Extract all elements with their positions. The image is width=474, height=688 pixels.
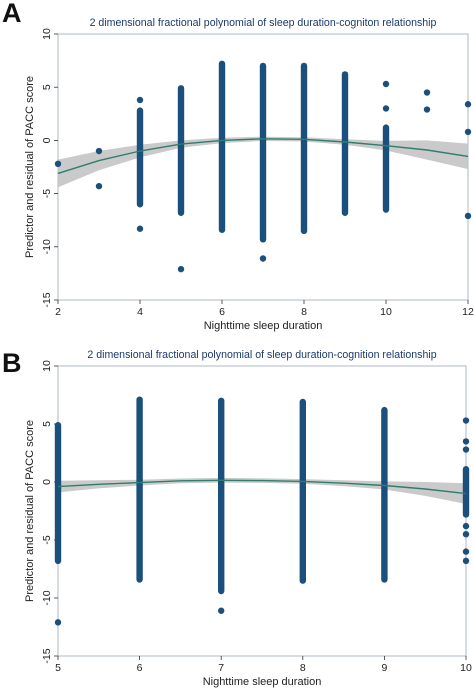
data-point bbox=[177, 265, 185, 273]
fit-line bbox=[57, 138, 469, 175]
data-point bbox=[462, 557, 470, 565]
data-point bbox=[259, 255, 267, 262]
panel-letter: B bbox=[2, 348, 22, 378]
data-point bbox=[462, 548, 470, 555]
y-tick-label: 0 bbox=[41, 137, 53, 143]
x-tick-label: 12 bbox=[462, 306, 474, 318]
panel-b: B 2 dimensional fractional polynomial of… bbox=[0, 344, 474, 688]
data-point bbox=[462, 446, 470, 453]
confidence-band bbox=[58, 136, 468, 188]
y-tick-label: -5 bbox=[41, 189, 53, 198]
y-tick-label: 5 bbox=[41, 84, 53, 90]
y-tick-label: -15 bbox=[41, 292, 53, 307]
data-point bbox=[464, 128, 472, 136]
data-point bbox=[462, 438, 470, 445]
y-tick-label: 5 bbox=[41, 421, 53, 427]
data-point bbox=[423, 89, 431, 96]
fit-line bbox=[57, 479, 467, 495]
x-tick-label: 10 bbox=[380, 306, 392, 318]
chart-title: 2 dimensional fractional polynomial of s… bbox=[90, 17, 437, 29]
y-tick-label: -10 bbox=[41, 239, 53, 254]
y-tick-label: 10 bbox=[41, 28, 53, 40]
confidence-band bbox=[58, 477, 466, 504]
x-tick-label: 6 bbox=[219, 306, 225, 318]
data-point bbox=[423, 106, 431, 113]
y-axis-label: Predictor and residual of PACC score bbox=[24, 76, 36, 258]
data-point bbox=[95, 182, 103, 190]
data-point bbox=[382, 80, 390, 88]
x-tick-label: 8 bbox=[300, 662, 306, 674]
y-tick-label: -15 bbox=[41, 648, 53, 663]
y-tick-label: -5 bbox=[41, 535, 53, 544]
y-axis-label: Predictor and residual of PACC score bbox=[24, 420, 36, 602]
data-point bbox=[136, 96, 144, 104]
x-axis-label: Nighttime sleep duration bbox=[203, 676, 322, 688]
x-tick-label: 7 bbox=[218, 662, 224, 674]
data-point bbox=[218, 607, 225, 614]
chart-a: 2 dimensional fractional polynomial of s… bbox=[24, 17, 474, 332]
chart-title: 2 dimensional fractional polynomial of s… bbox=[87, 349, 436, 361]
x-tick-label: 9 bbox=[381, 662, 387, 674]
x-tick-label: 4 bbox=[137, 306, 143, 318]
data-point bbox=[462, 417, 470, 424]
x-tick-label: 10 bbox=[460, 662, 472, 674]
x-tick-label: 8 bbox=[301, 306, 307, 318]
data-point bbox=[382, 105, 390, 112]
x-axis-label: Nighttime sleep duration bbox=[204, 320, 323, 332]
data-point bbox=[54, 619, 62, 626]
plot-frame bbox=[57, 365, 467, 657]
y-tick-label: -10 bbox=[41, 590, 53, 605]
chart-b: 2 dimensional fractional polynomial of s… bbox=[24, 349, 472, 688]
y-tick-label: 0 bbox=[41, 479, 53, 485]
data-point bbox=[462, 522, 470, 530]
x-tick-label: 2 bbox=[55, 306, 61, 318]
data-point bbox=[464, 212, 472, 220]
x-tick-label: 5 bbox=[55, 662, 61, 674]
data-point bbox=[136, 225, 144, 232]
data-point bbox=[462, 531, 470, 538]
panel-a: A 2 dimensional fractional polynomial of… bbox=[2, 0, 474, 332]
y-tick-label: 10 bbox=[41, 360, 53, 372]
x-tick-label: 6 bbox=[137, 662, 143, 674]
data-point bbox=[464, 101, 472, 108]
panel-letter: A bbox=[2, 0, 22, 28]
